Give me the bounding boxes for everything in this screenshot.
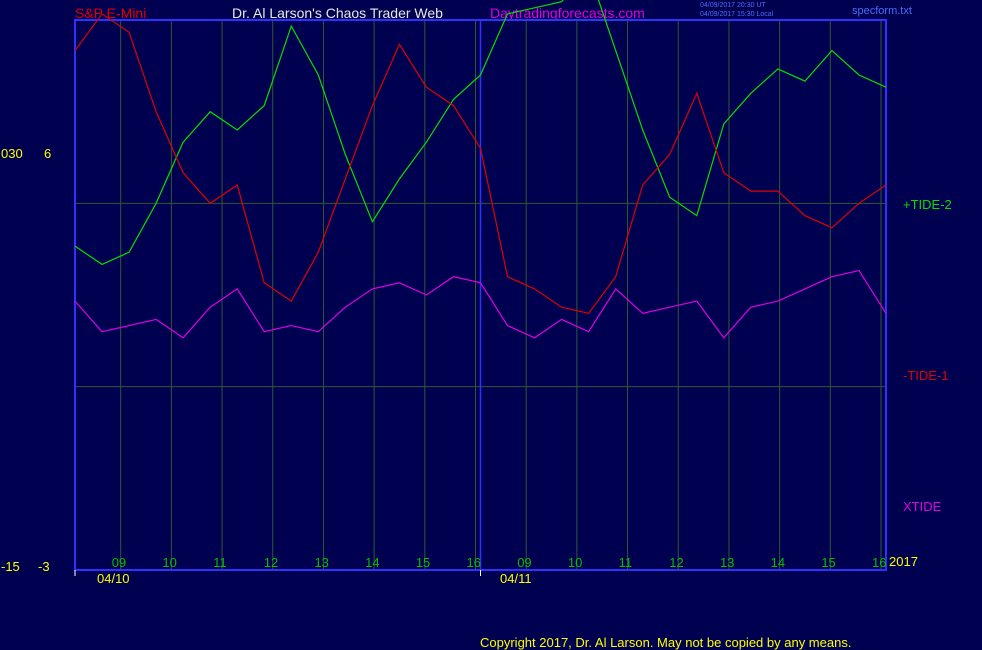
legend-xtide: XTIDE <box>903 499 942 514</box>
series-line-xtide <box>74 269 887 339</box>
stamp-local: 04/09/2017 15:30 Local <box>700 11 774 18</box>
year-label: 2017 <box>889 554 918 569</box>
x-tick-label: 12 <box>669 555 684 570</box>
file-name: specform.txt <box>852 5 912 17</box>
site-title: Dr. Al Larson's Chaos Trader Web <box>232 5 443 21</box>
x-tick-label: 11 <box>618 555 633 570</box>
series-line-tide-up <box>74 0 887 266</box>
stamp-ut: 04/09/2017 20:30 UT <box>700 2 766 9</box>
x-tick-label: 10 <box>162 555 177 570</box>
x-tick-label: 12 <box>263 555 279 570</box>
x-tick-label: 10 <box>567 555 583 570</box>
x-tick-label: 14 <box>770 555 786 570</box>
series-line-tide-down <box>74 13 887 314</box>
x-tick-label: 09 <box>111 555 127 570</box>
y-inner-top: 6 <box>44 146 52 161</box>
x-tick-label: 16 <box>872 555 887 570</box>
x-tick-label: 13 <box>719 555 735 570</box>
x-tick-label: 14 <box>365 555 380 570</box>
date-label-2: 04/11 <box>500 571 532 586</box>
x-tick-label: 13 <box>314 555 329 570</box>
x-tick-label: 15 <box>821 555 836 570</box>
x-tick-label: 16 <box>466 555 481 570</box>
y-inner-bottom: -3 <box>38 559 50 574</box>
x-tick-label: 15 <box>415 555 431 570</box>
copyright: Copyright 2017, Dr. Al Larson. May not b… <box>480 635 852 650</box>
symbol-title: S&P E-Mini <box>75 5 147 21</box>
x-tick-label: 09 <box>517 555 532 570</box>
legend-tide-up: +TIDE-2 <box>903 197 952 212</box>
y-outer-top: 030 <box>1 146 23 161</box>
y-outer-bottom: -15 <box>1 559 20 574</box>
x-tick-label: 11 <box>213 555 227 570</box>
date-label-1: 04/10 <box>97 571 130 586</box>
legend-tide-down: -TIDE-1 <box>903 368 949 383</box>
